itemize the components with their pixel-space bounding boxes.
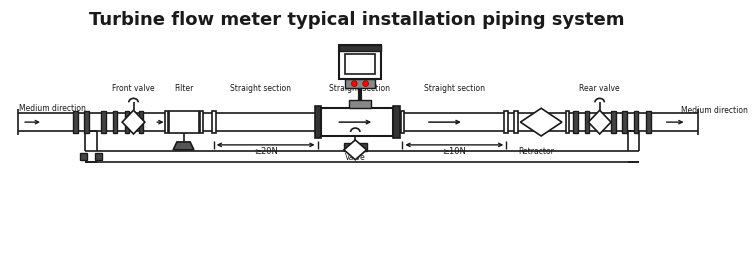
Bar	[584, 111, 590, 133]
Text: ≥20N: ≥20N	[254, 147, 278, 156]
Text: Turbine flow meter typical installation piping system: Turbine flow meter typical installation …	[89, 11, 625, 29]
Bar	[169, 111, 199, 133]
Bar	[339, 45, 381, 51]
Bar	[633, 111, 639, 133]
Bar	[611, 111, 616, 133]
Bar	[139, 111, 143, 133]
Polygon shape	[122, 110, 145, 134]
Polygon shape	[173, 142, 194, 150]
Text: Valve: Valve	[345, 153, 365, 162]
Bar	[80, 153, 88, 160]
Bar	[112, 111, 118, 133]
Bar	[85, 111, 89, 133]
Bar	[573, 111, 578, 133]
Text: Medium direction: Medium direction	[681, 106, 747, 115]
Bar	[339, 45, 381, 78]
Bar	[95, 153, 103, 160]
Bar	[359, 143, 367, 151]
Polygon shape	[344, 140, 367, 160]
Bar	[345, 78, 375, 88]
Bar	[349, 100, 371, 108]
Polygon shape	[588, 110, 611, 134]
Bar	[622, 111, 627, 133]
Bar	[125, 111, 129, 133]
Bar	[344, 143, 352, 151]
Bar	[565, 111, 569, 133]
Text: Straight section: Straight section	[329, 84, 390, 93]
Text: Retractor: Retractor	[519, 147, 554, 156]
Bar	[646, 111, 651, 133]
Text: Front valve: Front valve	[112, 84, 155, 93]
Circle shape	[352, 81, 357, 87]
Circle shape	[363, 81, 368, 87]
Bar	[165, 111, 168, 133]
Text: Rear valve: Rear valve	[579, 84, 620, 93]
Bar	[199, 111, 203, 133]
Bar	[345, 54, 375, 74]
Text: Medium direction: Medium direction	[20, 104, 86, 113]
Text: Filter: Filter	[174, 84, 193, 93]
Text: ≥10N: ≥10N	[442, 147, 467, 156]
Text: Straight section: Straight section	[230, 84, 291, 93]
Bar	[322, 108, 393, 136]
Bar	[504, 111, 508, 133]
Bar	[212, 111, 216, 133]
Bar	[101, 111, 106, 133]
Bar	[514, 111, 518, 133]
Polygon shape	[520, 108, 562, 136]
Bar	[393, 106, 399, 138]
Bar	[73, 111, 78, 133]
Bar	[315, 106, 322, 138]
Text: Straight section: Straight section	[424, 84, 485, 93]
Bar	[401, 111, 405, 133]
